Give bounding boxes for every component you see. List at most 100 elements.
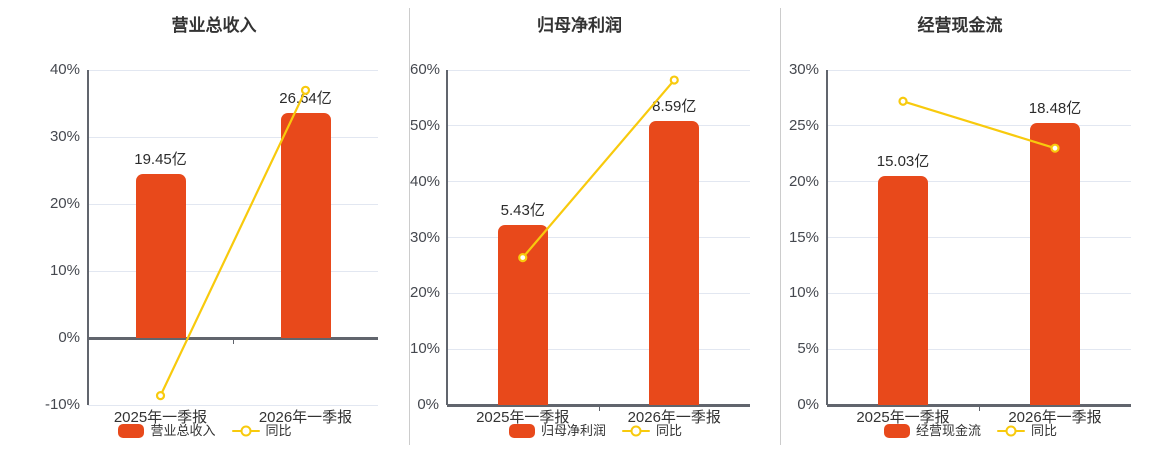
y-axis-label: 0% — [797, 396, 819, 413]
bar-2026年一季报 — [649, 120, 700, 405]
bar-value-label: 19.45亿 — [134, 150, 187, 168]
panel-divider — [409, 8, 410, 445]
bar-2025年一季报 — [497, 225, 548, 405]
y-axis-line — [826, 70, 828, 405]
y-axis-label: 20% — [49, 195, 80, 212]
gridline — [88, 203, 378, 205]
legend-bar-label: 营业总收入 — [150, 423, 216, 438]
legend-bar-swatch — [883, 424, 910, 438]
gridline — [88, 136, 378, 138]
x-axis-label: 2026年一季报 — [258, 409, 353, 426]
legend-item-yoy[interactable]: 同比 — [622, 423, 682, 439]
gridline — [827, 348, 1131, 350]
y-axis-label: 30% — [49, 128, 80, 145]
chart-title: 归母净利润 — [537, 16, 622, 35]
y-axis-label: 40% — [49, 61, 80, 78]
x-axis-label: 2026年一季报 — [1008, 409, 1102, 426]
yoy-point — [155, 391, 166, 401]
legend-line-circle — [630, 425, 642, 437]
legend-item-营业总收入[interactable]: 营业总收入 — [118, 423, 216, 439]
chart-title: 营业总收入 — [171, 16, 257, 35]
x-axis-label: 2025年一季报 — [113, 409, 208, 426]
gridline — [827, 125, 1131, 127]
bar-value-label: 5.43亿 — [500, 202, 545, 220]
gridline — [827, 181, 1131, 183]
legend-item-yoy[interactable]: 同比 — [231, 423, 292, 439]
gridline — [447, 348, 750, 350]
legend-item-yoy[interactable]: 同比 — [997, 423, 1057, 439]
x-axis-zero-line — [447, 404, 750, 407]
y-axis-label: 0% — [58, 329, 80, 346]
bar-value-label: 18.48亿 — [1028, 99, 1082, 117]
x-axis-label: 2026年一季报 — [627, 409, 721, 426]
x-axis-tick — [598, 406, 600, 411]
y-axis-label: 10% — [410, 340, 441, 358]
yoy-point — [669, 75, 679, 85]
panel-divider — [780, 8, 781, 445]
x-axis-label: 2025年一季报 — [856, 409, 950, 426]
y-axis-label: 60% — [410, 61, 441, 78]
gridline — [447, 237, 750, 238]
y-axis-label: 20% — [788, 172, 819, 190]
chart-panel-revenue: 营业总收入 -10% 0% 10% 20% 30% 40% 19.45亿 2025年一季报 26… — [0, 0, 410, 450]
y-axis-label: 5% — [797, 340, 819, 358]
bar-value-label: 15.03亿 — [876, 152, 930, 170]
legend: 归母净利润 同比 — [410, 423, 781, 439]
legend: 营业总收入 同比 — [0, 423, 410, 439]
bar-2025年一季报 — [135, 173, 186, 338]
y-axis-label: 30% — [410, 228, 441, 246]
y-axis-label: 0% — [417, 396, 439, 413]
legend-line-marker — [997, 425, 1025, 438]
y-axis-line — [87, 70, 89, 405]
bar-value-label: 8.59亿 — [652, 97, 697, 115]
y-axis-line — [446, 70, 448, 405]
yoy-line-chart — [518, 75, 679, 263]
y-axis-label: 20% — [410, 284, 441, 302]
bar-2026年一季报 — [1030, 122, 1080, 405]
x-axis-tick — [979, 406, 980, 411]
legend-line-circle — [240, 425, 251, 437]
y-axis-label: 40% — [410, 172, 441, 190]
y-axis-label: 15% — [788, 228, 819, 246]
legend-line-marker — [622, 425, 650, 438]
x-axis-label: 2025年一季报 — [476, 409, 570, 426]
legend-line-marker — [231, 425, 260, 438]
gridline — [88, 69, 378, 71]
legend-bar-label: 归母净利润 — [540, 423, 606, 438]
gridline — [827, 292, 1131, 294]
y-axis-label: 10% — [49, 262, 80, 279]
y-axis-label: 10% — [788, 284, 819, 302]
x-axis-tick — [233, 339, 234, 344]
y-axis-label: 25% — [788, 116, 819, 134]
gridline — [447, 69, 750, 71]
bar-2026年一季报 — [280, 112, 331, 338]
y-axis-label: 30% — [788, 61, 819, 78]
legend-item-归母净利润[interactable]: 归母净利润 — [508, 423, 606, 439]
gridline — [88, 404, 378, 406]
bar-2025年一季报 — [878, 175, 928, 405]
legend-line-label: 同比 — [656, 423, 683, 438]
chart-panel-cash-flow: 经营现金流 0% 5% 10% 15% 20% 25% 30% 15.03亿 2025年一季报 1… — [781, 0, 1160, 450]
chart-title: 经营现金流 — [917, 16, 1003, 35]
legend-line-circle — [1005, 425, 1017, 437]
gridline — [447, 292, 750, 294]
gridline — [827, 237, 1131, 238]
legend-item-经营现金流[interactable]: 经营现金流 — [883, 423, 981, 439]
legend-bar-swatch — [118, 424, 145, 438]
y-axis-label: 50% — [410, 116, 441, 134]
yoy-line-chart — [898, 96, 1060, 153]
bar-value-label: 26.64亿 — [279, 89, 332, 107]
yoy-point — [898, 96, 908, 106]
gridline — [447, 181, 750, 183]
chart-panel-net-profit: 归母净利润 0% 10% 20% 30% 40% 50% 60% 5.43亿 2025年一季报 8… — [410, 0, 781, 450]
legend-bar-swatch — [508, 424, 535, 438]
gridline — [827, 69, 1131, 71]
legend-line-label: 同比 — [1031, 423, 1058, 438]
legend-line-label: 同比 — [265, 423, 292, 438]
legend: 经营现金流 同比 — [781, 423, 1160, 439]
x-axis-zero-line — [827, 404, 1131, 407]
gridline — [88, 270, 378, 272]
legend-bar-label: 经营现金流 — [915, 423, 981, 438]
y-axis-label: -10% — [44, 396, 80, 413]
